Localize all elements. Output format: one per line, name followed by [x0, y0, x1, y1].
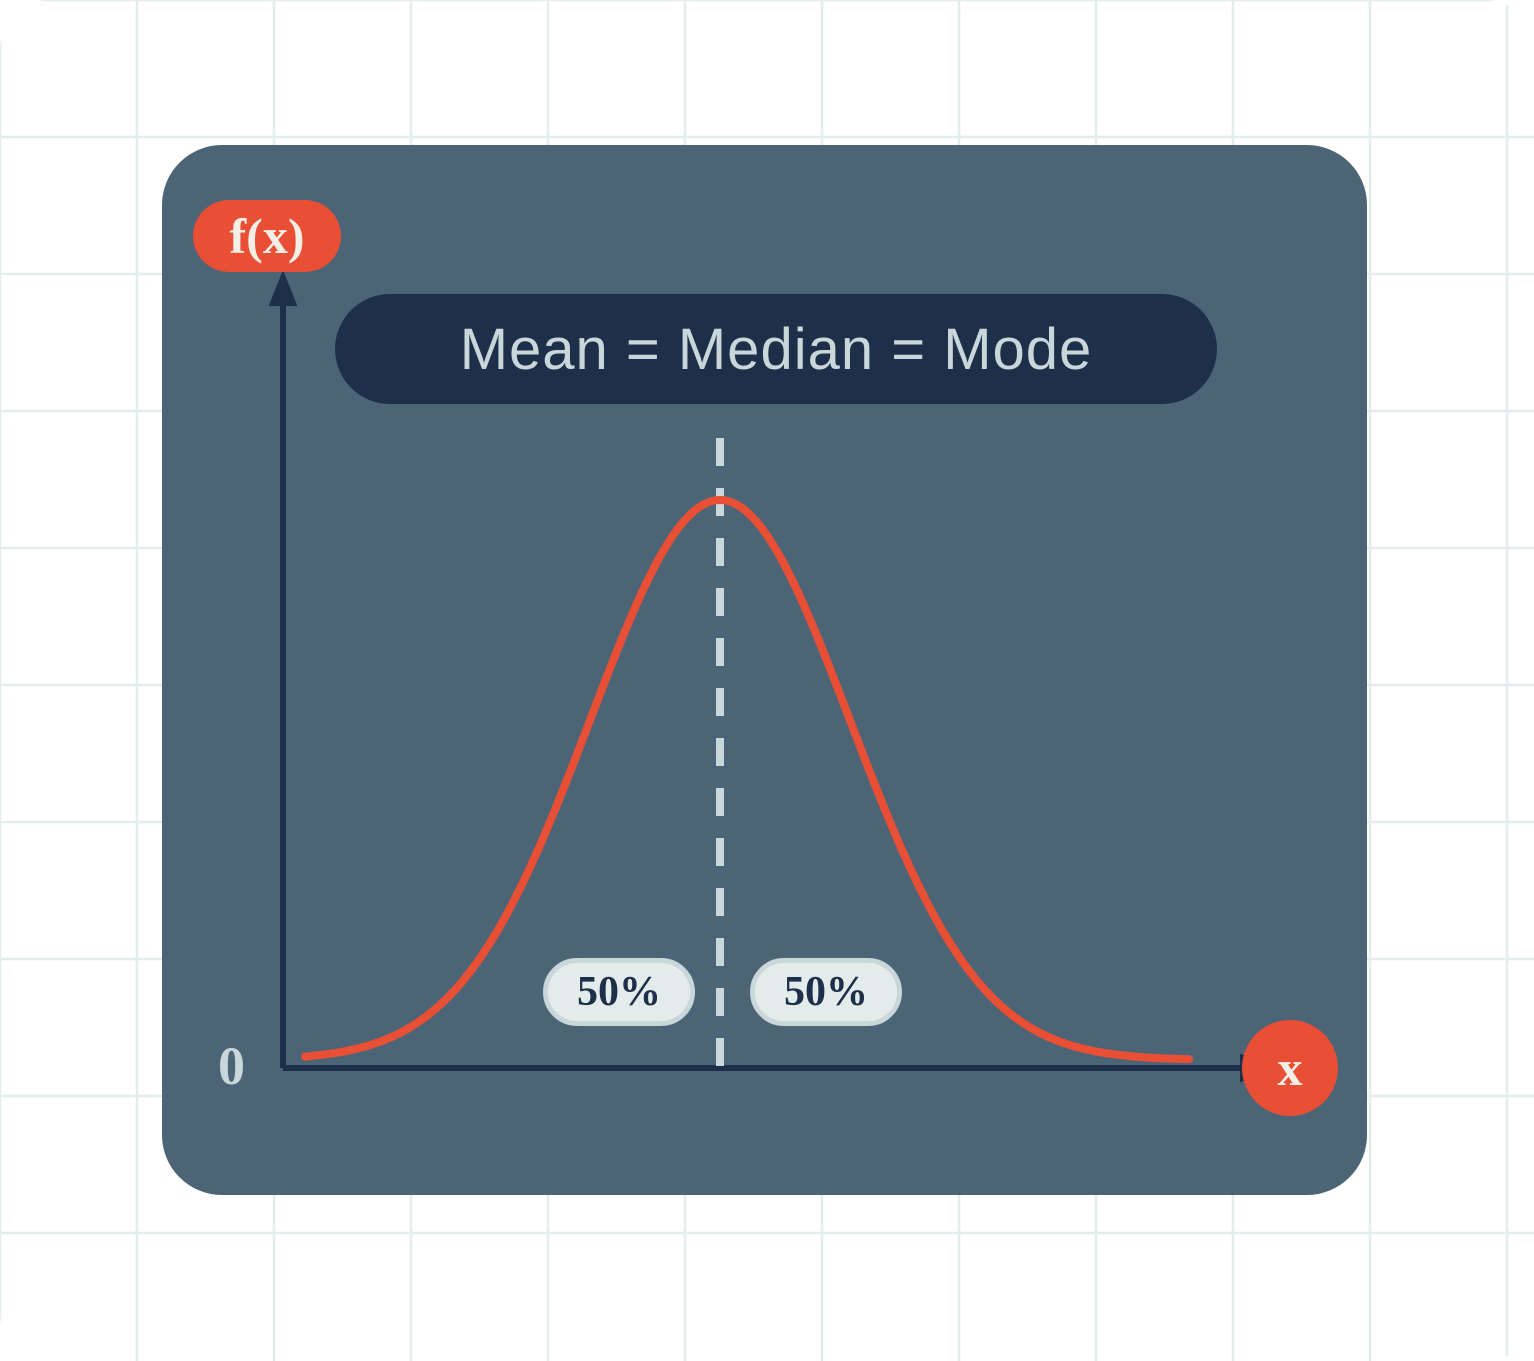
percent-left-text: 50%	[577, 968, 661, 1016]
fx-axis-label: f(x)	[193, 200, 341, 272]
percent-left-pill: 50%	[543, 958, 695, 1026]
origin-label: 0	[218, 1035, 245, 1097]
title-pill: Mean = Median = Mode	[335, 294, 1217, 404]
percent-right-pill: 50%	[750, 958, 902, 1026]
title-text: Mean = Median = Mode	[460, 316, 1093, 383]
fx-axis-label-text: f(x)	[230, 207, 305, 265]
origin-label-text: 0	[218, 1036, 245, 1096]
y-axis-arrow-icon	[269, 270, 298, 306]
outer-card: f(x) Mean = Median = Mode 0 x 50% 50%	[0, 0, 1534, 1361]
percent-right-text: 50%	[784, 968, 868, 1016]
bell-curve	[305, 500, 1189, 1059]
x-axis-label: x	[1242, 1020, 1338, 1116]
x-axis-label-text: x	[1278, 1039, 1303, 1097]
